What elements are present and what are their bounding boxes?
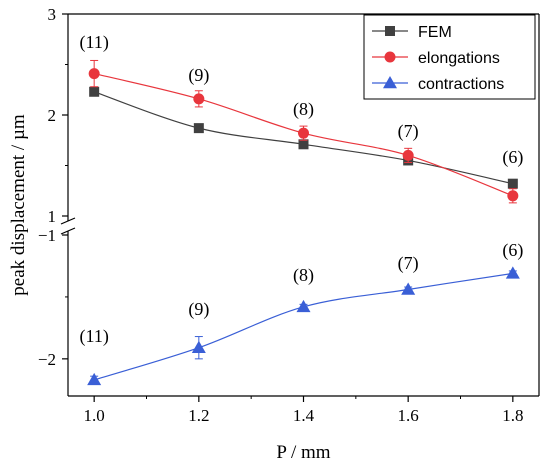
point-FEM: [89, 86, 100, 97]
legend-marker: [385, 26, 395, 36]
legend-label: elongations: [418, 50, 500, 67]
x-tick-label: 1.6: [398, 406, 419, 425]
series-contractions: [87, 266, 520, 386]
y-tick-label: 2: [48, 106, 57, 125]
y-tick-label: 1: [48, 207, 57, 226]
point-FEM: [507, 178, 518, 189]
point-annotation: (8): [293, 265, 314, 286]
point-FEM: [298, 139, 309, 150]
y-axis-title: peak displacement / µm: [8, 114, 29, 296]
y-tick-label: −1: [38, 226, 56, 245]
y-tick-label: 3: [48, 5, 57, 24]
point-contractions: [87, 372, 102, 386]
legend-marker: [383, 76, 397, 89]
point-elongations: [298, 127, 309, 139]
x-tick-label: 1.0: [84, 406, 105, 425]
point-annotation: (9): [188, 299, 209, 320]
point-elongations: [507, 190, 519, 202]
point-contractions: [505, 266, 520, 279]
axis-break-mark: [60, 217, 76, 225]
point-annotation: (7): [398, 121, 419, 142]
point-annotation: (6): [502, 240, 523, 261]
legend: FEM elongations contractions: [363, 14, 536, 100]
point-annotation: (8): [293, 99, 314, 120]
series-layer: [87, 59, 520, 386]
legend-label: FEM: [418, 24, 452, 41]
point-annotation: (7): [398, 253, 419, 274]
x-axis-title: P / mm: [276, 442, 330, 463]
legend-marker: [384, 51, 396, 63]
point-annotation: (6): [502, 147, 523, 168]
point-elongations: [402, 149, 414, 161]
labels-layer: (11) (9) (8) (7) (6) (11) (9) (8) (7) (6): [80, 32, 524, 347]
point-elongations: [193, 93, 205, 105]
axes-layer: 1.0 1.2 1.4 1.6 1.8 1 2 3 −2 −1 P / mm peak displac…: [8, 5, 540, 463]
point-contractions: [191, 340, 206, 353]
point-FEM: [193, 123, 204, 134]
x-tick-label: 1.8: [502, 406, 523, 425]
series-line-contractions: [93, 272, 513, 381]
x-tick-label: 1.4: [293, 406, 315, 425]
point-annotation: (9): [188, 65, 209, 86]
x-tick-label: 1.2: [188, 406, 209, 425]
point-annotation: (11): [80, 326, 109, 347]
point-annotation: (11): [80, 32, 109, 53]
axis-break-mark: [60, 227, 76, 235]
series-elongations: [88, 59, 519, 204]
legend-label: contractions: [418, 76, 504, 93]
point-contractions: [296, 299, 311, 313]
point-contractions: [401, 282, 416, 295]
y-tick-label: −2: [38, 350, 56, 369]
point-elongations: [88, 68, 100, 80]
